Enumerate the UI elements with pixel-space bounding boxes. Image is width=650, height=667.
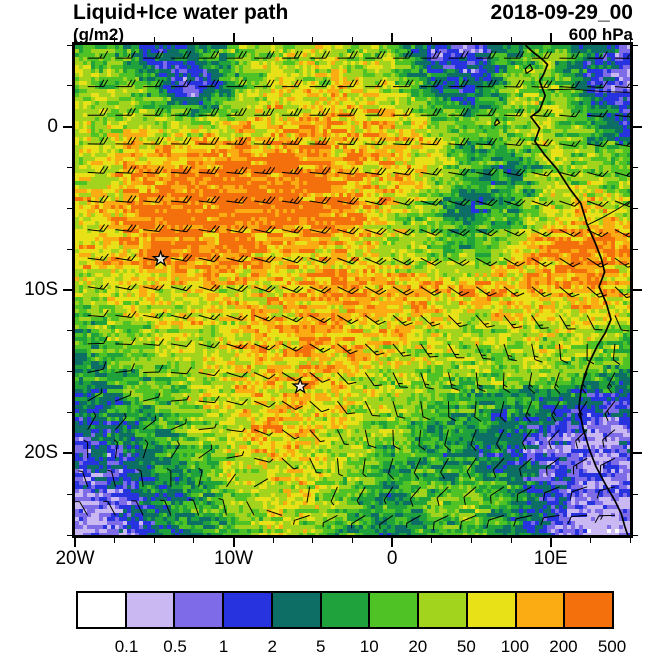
axis-tick-minor xyxy=(510,37,512,42)
map-canvas xyxy=(75,45,630,535)
axis-tick-minor xyxy=(67,412,72,413)
axis-tick-minor xyxy=(114,538,116,543)
colorbar-tick-label: 10 xyxy=(359,637,379,656)
axis-tick-minor xyxy=(470,538,472,543)
axis-tick-minor xyxy=(633,85,638,87)
colorbar-cell xyxy=(272,593,322,627)
axis-tick-minor xyxy=(67,330,72,332)
axis-tick-minor xyxy=(431,37,433,42)
colorbar-tick-label: 100 xyxy=(500,637,530,656)
colorbar-tick-label: 1 xyxy=(218,637,229,656)
plot-datetime: 2018-09-29_00 xyxy=(490,1,633,24)
axis-tick-minor xyxy=(67,371,72,373)
axis-tick-minor xyxy=(312,538,314,543)
colorbar-cell xyxy=(78,593,127,627)
axis-tick-minor xyxy=(633,44,638,46)
axis-tick-major xyxy=(63,289,72,291)
axis-tick-minor xyxy=(67,207,72,209)
axis-tick-major xyxy=(232,538,235,547)
map-frame xyxy=(72,42,633,538)
x-tick-label: 10E xyxy=(533,548,568,569)
axis-tick-major xyxy=(633,452,642,455)
colorbar-cell xyxy=(419,593,468,627)
axis-tick-minor xyxy=(67,493,72,495)
axis-tick-minor xyxy=(633,207,638,209)
axis-tick-major xyxy=(549,33,552,42)
axis-tick-major xyxy=(74,538,76,547)
axis-tick-minor xyxy=(193,37,195,42)
axis-tick-minor xyxy=(67,534,72,536)
colorbar-cell xyxy=(467,593,517,627)
y-tick-label: 20S xyxy=(24,442,58,464)
axis-tick-minor xyxy=(352,37,353,42)
axis-tick-minor xyxy=(352,538,353,543)
axis-tick-minor xyxy=(153,538,155,543)
colorbar xyxy=(76,591,614,629)
colorbar-cell xyxy=(224,593,273,627)
x-tick-label: 20W xyxy=(55,548,95,569)
axis-tick-major xyxy=(391,33,394,42)
axis-tick-minor xyxy=(67,248,72,250)
colorbar-cell xyxy=(175,593,225,627)
colorbar-cell xyxy=(516,593,566,627)
axis-tick-major xyxy=(63,452,72,455)
axis-tick-minor xyxy=(589,538,591,543)
colorbar-labels: 0.1 0.5 1 2 5 10 20 50 100 200 500 xyxy=(0,637,650,661)
axis-tick-minor xyxy=(272,37,274,42)
axis-tick-minor xyxy=(629,538,631,543)
axis-tick-minor xyxy=(312,37,314,42)
colorbar-tick-label: 200 xyxy=(549,637,578,656)
axis-tick-minor xyxy=(510,538,512,543)
axis-tick-major xyxy=(232,33,235,42)
axis-tick-minor xyxy=(633,330,638,332)
colorbar-tick-label: 500 xyxy=(597,637,627,656)
colorbar-tick-label: 0.1 xyxy=(114,637,139,656)
axis-tick-major xyxy=(633,289,642,291)
x-tick-label: 10W xyxy=(214,548,254,569)
axis-tick-minor xyxy=(633,167,638,168)
axis-tick-major xyxy=(633,125,642,128)
axis-tick-minor xyxy=(431,538,433,543)
colorbar-cell xyxy=(321,593,371,627)
axis-tick-minor xyxy=(629,37,631,42)
axis-tick-major xyxy=(74,33,76,42)
axis-tick-minor xyxy=(633,248,638,250)
colorbar-tick-label: 2 xyxy=(267,637,277,656)
axis-tick-major xyxy=(63,125,72,128)
x-tick-label: 0 xyxy=(386,548,398,569)
axis-tick-minor xyxy=(589,37,591,42)
axis-tick-minor xyxy=(633,534,638,536)
y-tick-label: 0 xyxy=(47,115,58,137)
colorbar-cell xyxy=(126,593,176,627)
axis-tick-minor xyxy=(67,44,72,46)
axis-tick-minor xyxy=(114,37,116,42)
colorbar-cell xyxy=(565,593,613,627)
axis-tick-minor xyxy=(67,167,72,168)
axis-tick-minor xyxy=(272,538,274,543)
axis-tick-minor xyxy=(633,412,638,413)
axis-tick-minor xyxy=(633,493,638,495)
colorbar-tick-label: 50 xyxy=(456,637,476,656)
plot-units-label: (g/m2) xyxy=(73,25,124,44)
colorbar-tick-label: 20 xyxy=(408,637,428,656)
axis-tick-minor xyxy=(193,538,195,543)
axis-tick-major xyxy=(549,538,552,547)
axis-tick-minor xyxy=(633,371,638,373)
axis-tick-minor xyxy=(153,37,155,42)
axis-tick-minor xyxy=(67,85,72,87)
plot-pressure-level: 600 hPa xyxy=(568,25,633,44)
colorbar-cell xyxy=(370,593,420,627)
axis-tick-minor xyxy=(470,37,472,42)
colorbar-tick-label: 0.5 xyxy=(163,637,187,656)
colorbar-tick-label: 5 xyxy=(315,637,326,656)
y-tick-label: 10S xyxy=(24,279,58,300)
plot-title: Liquid+Ice water path xyxy=(73,1,289,24)
axis-tick-major xyxy=(391,538,394,547)
